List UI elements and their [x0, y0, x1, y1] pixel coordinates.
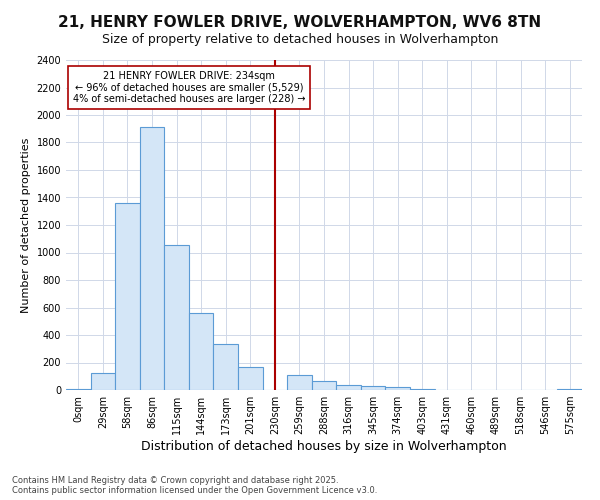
Text: 21, HENRY FOWLER DRIVE, WOLVERHAMPTON, WV6 8TN: 21, HENRY FOWLER DRIVE, WOLVERHAMPTON, W…	[58, 15, 542, 30]
Bar	[312, 381, 336, 390]
Bar	[189, 313, 214, 390]
Bar	[164, 245, 189, 390]
Y-axis label: Number of detached properties: Number of detached properties	[21, 138, 31, 312]
Text: Contains HM Land Registry data © Crown copyright and database right 2025.
Contai: Contains HM Land Registry data © Crown c…	[12, 476, 377, 495]
Bar	[91, 373, 115, 390]
Bar	[385, 386, 410, 390]
Text: Size of property relative to detached houses in Wolverhampton: Size of property relative to detached ho…	[102, 32, 498, 46]
X-axis label: Distribution of detached houses by size in Wolverhampton: Distribution of detached houses by size …	[141, 440, 507, 453]
Bar	[140, 128, 164, 390]
Bar	[336, 384, 361, 390]
Bar	[287, 375, 312, 390]
Bar	[214, 344, 238, 390]
Bar	[115, 203, 140, 390]
Bar	[238, 366, 263, 390]
Text: 21 HENRY FOWLER DRIVE: 234sqm
← 96% of detached houses are smaller (5,529)
4% of: 21 HENRY FOWLER DRIVE: 234sqm ← 96% of d…	[73, 71, 305, 104]
Bar	[361, 386, 385, 390]
